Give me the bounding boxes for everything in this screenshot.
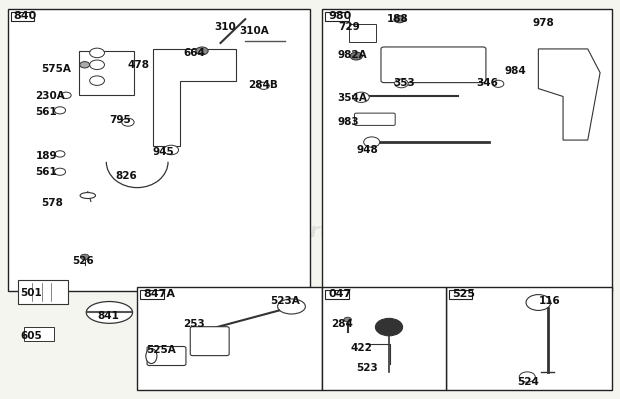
Circle shape bbox=[493, 80, 504, 87]
Text: 575A: 575A bbox=[42, 64, 71, 74]
Text: 983: 983 bbox=[338, 117, 360, 127]
Text: 523: 523 bbox=[356, 363, 378, 373]
Text: 478: 478 bbox=[128, 60, 150, 70]
Text: 526: 526 bbox=[73, 256, 94, 266]
Circle shape bbox=[164, 145, 179, 155]
FancyBboxPatch shape bbox=[147, 346, 186, 365]
Circle shape bbox=[350, 52, 363, 60]
Circle shape bbox=[90, 60, 104, 69]
Circle shape bbox=[122, 118, 134, 126]
FancyBboxPatch shape bbox=[355, 113, 395, 125]
Ellipse shape bbox=[278, 299, 306, 314]
Circle shape bbox=[55, 168, 66, 175]
Circle shape bbox=[80, 61, 90, 68]
FancyBboxPatch shape bbox=[446, 286, 613, 390]
Circle shape bbox=[394, 16, 405, 23]
Text: 578: 578 bbox=[42, 198, 63, 208]
Circle shape bbox=[519, 372, 535, 382]
Text: 047: 047 bbox=[329, 289, 352, 299]
Text: 561: 561 bbox=[35, 107, 57, 117]
Polygon shape bbox=[538, 49, 600, 140]
FancyBboxPatch shape bbox=[326, 290, 349, 298]
FancyBboxPatch shape bbox=[137, 286, 322, 390]
Text: eReplacementParts.com: eReplacementParts.com bbox=[128, 222, 393, 241]
Circle shape bbox=[90, 48, 104, 57]
Circle shape bbox=[364, 137, 379, 147]
FancyBboxPatch shape bbox=[190, 327, 229, 356]
Text: 310: 310 bbox=[215, 22, 236, 32]
Text: 525: 525 bbox=[452, 289, 475, 299]
Ellipse shape bbox=[80, 193, 95, 199]
FancyBboxPatch shape bbox=[449, 290, 472, 298]
Ellipse shape bbox=[86, 302, 133, 323]
FancyBboxPatch shape bbox=[79, 51, 134, 95]
Circle shape bbox=[61, 92, 71, 99]
Text: 978: 978 bbox=[532, 18, 554, 28]
Text: 346: 346 bbox=[477, 78, 498, 88]
Text: 605: 605 bbox=[20, 331, 42, 341]
Text: 188: 188 bbox=[387, 14, 409, 24]
Text: 310A: 310A bbox=[239, 26, 268, 36]
Circle shape bbox=[258, 82, 269, 89]
Circle shape bbox=[90, 76, 104, 85]
FancyBboxPatch shape bbox=[322, 286, 446, 390]
Circle shape bbox=[55, 107, 66, 114]
Ellipse shape bbox=[146, 348, 157, 363]
FancyBboxPatch shape bbox=[322, 9, 613, 290]
Text: 422: 422 bbox=[350, 343, 372, 353]
Text: 189: 189 bbox=[35, 151, 57, 161]
Text: 230A: 230A bbox=[35, 91, 65, 101]
Text: 945: 945 bbox=[153, 147, 174, 157]
FancyBboxPatch shape bbox=[24, 328, 54, 341]
Text: 523A: 523A bbox=[270, 296, 299, 306]
Text: 525A: 525A bbox=[146, 345, 176, 355]
Text: 982A: 982A bbox=[338, 50, 368, 60]
Text: 948: 948 bbox=[356, 145, 378, 155]
FancyBboxPatch shape bbox=[381, 47, 486, 83]
Circle shape bbox=[55, 151, 65, 157]
Text: 664: 664 bbox=[184, 48, 205, 58]
FancyBboxPatch shape bbox=[349, 24, 376, 42]
Text: 841: 841 bbox=[97, 311, 119, 321]
Text: 253: 253 bbox=[184, 319, 205, 329]
FancyBboxPatch shape bbox=[326, 12, 349, 21]
Text: 354A: 354A bbox=[338, 93, 368, 103]
FancyBboxPatch shape bbox=[140, 290, 164, 298]
FancyBboxPatch shape bbox=[18, 280, 68, 304]
Text: 840: 840 bbox=[14, 12, 37, 22]
Text: 795: 795 bbox=[109, 115, 131, 125]
Text: 284: 284 bbox=[332, 319, 353, 329]
Text: 980: 980 bbox=[329, 12, 352, 22]
Text: 826: 826 bbox=[115, 171, 137, 181]
Circle shape bbox=[81, 254, 89, 260]
Polygon shape bbox=[153, 49, 236, 146]
Circle shape bbox=[344, 317, 352, 322]
Circle shape bbox=[353, 92, 370, 103]
Text: 353: 353 bbox=[393, 78, 415, 88]
Text: 561: 561 bbox=[35, 167, 57, 177]
Circle shape bbox=[526, 294, 551, 310]
Text: 501: 501 bbox=[20, 288, 42, 298]
Text: 729: 729 bbox=[338, 22, 360, 32]
Text: 116: 116 bbox=[538, 296, 560, 306]
Text: 847A: 847A bbox=[143, 289, 175, 299]
Text: 984: 984 bbox=[505, 66, 526, 76]
Circle shape bbox=[196, 47, 208, 55]
FancyBboxPatch shape bbox=[7, 9, 310, 290]
Text: 524: 524 bbox=[516, 377, 539, 387]
Circle shape bbox=[376, 318, 402, 336]
FancyBboxPatch shape bbox=[11, 12, 34, 21]
Circle shape bbox=[394, 79, 408, 88]
Text: 284B: 284B bbox=[248, 79, 278, 90]
